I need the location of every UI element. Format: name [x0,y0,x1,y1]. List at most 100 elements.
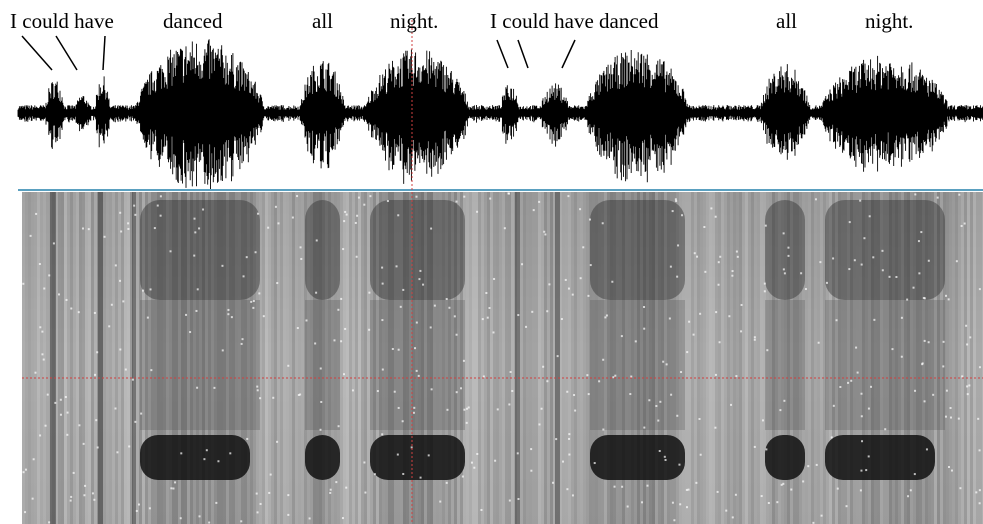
spectrogram-cell [646,485,648,487]
spectrogram-cell [194,231,196,233]
spectrogram-cell [928,260,930,262]
spectrogram-cell [287,494,289,496]
spectrogram-cell [949,192,952,524]
spectrogram-cell [253,300,255,302]
spectrogram-cell [839,386,841,388]
spectrogram-cell [413,412,415,414]
spectrogram-cell [964,223,966,225]
spectrogram-cell [24,511,26,513]
spectrogram-cell [402,420,404,422]
spectrogram-cell [548,283,550,285]
spectrogram-cell [227,313,229,315]
spectrogram-cell [154,227,156,229]
spectrogram-cell [170,487,172,489]
spectrogram-cell [346,192,349,524]
spectrogram-cell [448,307,450,309]
spectrogram-cell [43,359,45,361]
spectrogram-cell [476,453,478,455]
spectrogram-cell [594,462,596,464]
spectrogram-cell [70,500,72,502]
spectrogram-cell [434,305,436,307]
spectrogram-cell [48,521,50,523]
spectrogram-cell [287,514,289,516]
spectrogram-cell [765,435,805,480]
spectrogram-cell [718,284,720,286]
spectrogram-cell [590,200,685,300]
spectrogram-cell [686,351,688,353]
spectrogram-cell [614,486,616,488]
spectrogram-cell [762,419,764,421]
spectrogram-cell [396,265,398,267]
waveform-path [18,39,983,191]
spectrogram-cell [439,501,441,503]
spectrogram-cell [831,436,833,438]
spectrogram-cell [538,201,540,203]
spectrogram-cell [958,194,960,196]
spectrogram-cell [119,212,121,214]
spectrogram-cell [133,205,135,207]
spectrogram-cell [197,288,199,290]
spectrogram-cell [195,310,197,312]
spectrogram-cell [696,256,698,258]
spectrogram-cell [472,192,475,524]
spectrogram-cell [199,515,201,517]
spectrogram-cell [918,272,920,274]
spectrogram-cell [397,214,399,216]
spectrogram-cell [676,415,678,417]
spectrogram-cell [952,192,955,524]
spectrogram-cell [926,448,928,450]
spectrogram-cell [497,408,499,410]
spectrogram-cell [715,216,717,218]
spectrogram-cell [579,208,581,210]
spectrogram-cell [132,192,136,524]
spectrogram-cell [665,459,667,461]
spectrogram-cell [740,330,742,332]
spectrogram-cell [374,473,376,475]
spectrogram-cell [115,192,118,524]
spectrogram-cell [466,192,469,524]
spectrogram-cell [66,299,68,301]
spectrogram-cell [544,192,547,524]
spectrogram-cell [78,424,80,426]
spectrogram-cell [364,492,366,494]
spectrogram-cell [680,371,682,373]
spectrogram-cell [446,409,448,411]
spectrogram-cell [483,375,485,377]
spectrogram-cell [340,340,342,342]
spectrogram-cell [969,336,971,338]
spectrogram-cell [541,408,543,410]
spectrogram-cell [544,233,546,235]
spectrogram-cell [688,489,690,491]
spectrogram-cell [523,192,526,524]
spectrogram-cell [920,231,922,233]
spectrogram-cell [568,433,570,435]
spectrogram-cell [297,327,299,329]
spectrogram-cell [257,213,259,215]
spectrogram-cell [672,502,674,504]
spectrogram-cell [415,196,417,198]
spectrogram-cell [833,405,835,407]
spectrogram-cell [242,338,244,340]
spectrogram-cell [134,421,136,423]
spectrogram-cell [305,300,340,430]
spectrogram-cell [358,197,360,199]
spectrogram-cell [739,192,742,524]
spectrogram-cell [764,290,766,292]
spectrogram-cell [337,309,339,311]
spectrogram-cell [355,222,357,224]
spectrogram-cell [706,192,709,524]
spectrogram-cell [543,231,545,233]
spectrogram-cell [550,192,553,524]
spectrogram-cell [229,452,231,454]
spectrogram-cell [532,192,535,524]
spectrogram-cell [732,516,734,518]
spectrogram-cell [37,192,40,524]
spectrogram-cell [800,272,802,274]
spectrogram-cell [520,192,523,524]
spectrogram-cell [586,192,589,524]
spectrogram-cell [948,466,950,468]
spectrogram-cell [655,405,657,407]
spectrogram-cell [588,393,590,395]
spectrogram-cell [116,451,118,453]
spectrogram-cell [700,454,702,456]
